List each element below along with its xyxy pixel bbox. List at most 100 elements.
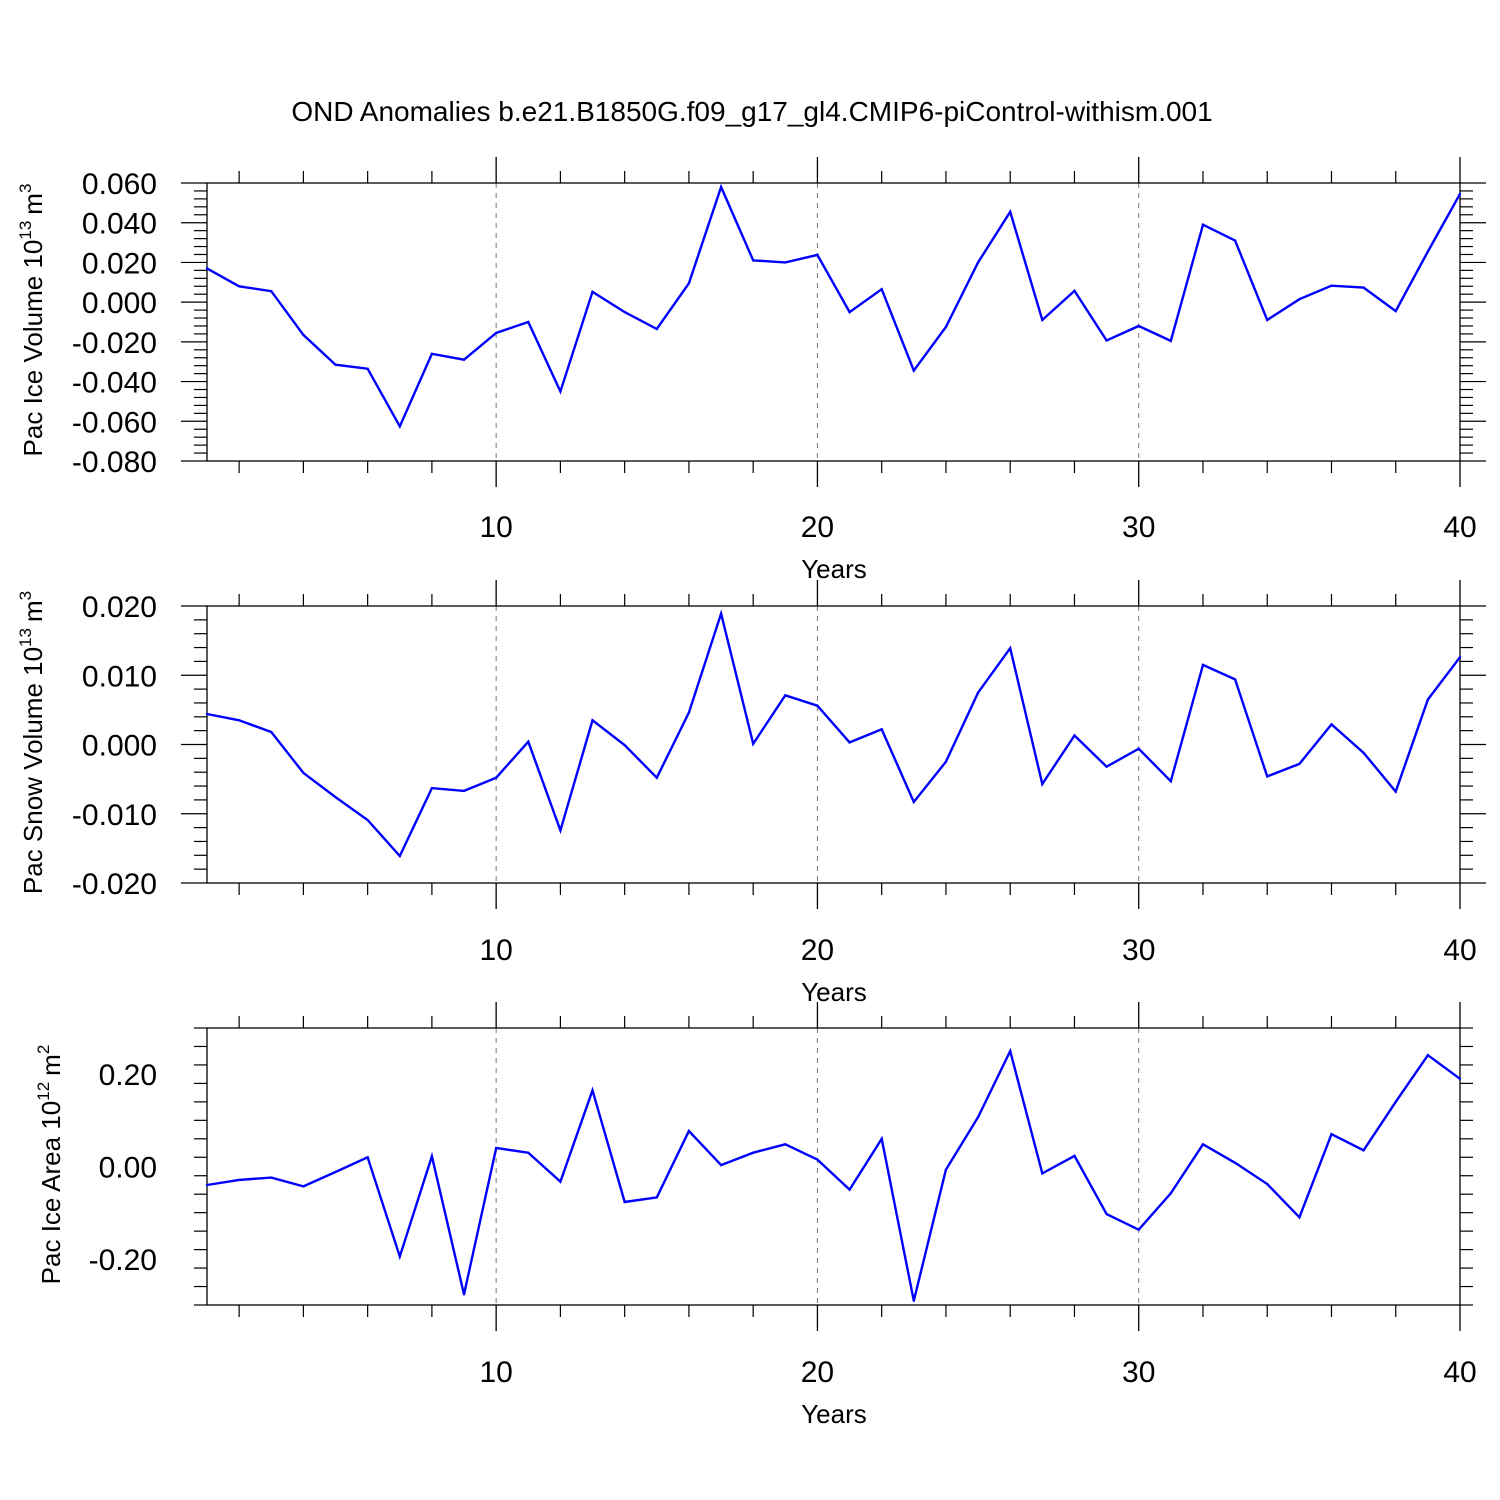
data-point <box>1137 1228 1140 1231</box>
y-tick-label: 0.060 <box>82 168 157 201</box>
data-point <box>784 694 787 697</box>
y-tick-label: -0.20 <box>89 1244 157 1277</box>
data-point <box>1266 775 1269 778</box>
plot-frame <box>206 605 1461 884</box>
chart-panels: 10 20 30 40 -0.080 -0.060 -0.040 -0.020 0.000 0.0… <box>16 157 1486 1429</box>
y-tick-label: -0.040 <box>72 367 157 400</box>
data-point <box>1298 1216 1301 1219</box>
data-point <box>623 1200 626 1204</box>
data-point <box>912 800 916 804</box>
x-axis-title: Years <box>801 1399 867 1429</box>
y-axis-title-unit-exponent: 3 <box>16 184 35 193</box>
data-point <box>687 1129 691 1133</box>
y-axis-title-exponent: 12 <box>34 1082 53 1101</box>
y-tick-label: -0.010 <box>72 799 157 832</box>
data-point <box>1362 1149 1365 1152</box>
y-tick-label: 0.20 <box>99 1059 157 1092</box>
data-point <box>816 253 819 257</box>
x-tick-label: 20 <box>801 934 834 967</box>
data-point <box>1105 765 1108 768</box>
data-point <box>1041 318 1044 322</box>
data-point <box>784 1143 787 1146</box>
data-point <box>1330 723 1333 726</box>
data-point <box>527 320 530 324</box>
y-axis-title-exponent: 13 <box>16 628 35 647</box>
data-point <box>655 1196 658 1199</box>
data-point <box>398 1255 401 1258</box>
data-point <box>1073 1154 1076 1158</box>
data-point <box>237 285 241 288</box>
series-line-1 <box>206 609 1461 859</box>
data-point <box>1426 698 1430 701</box>
data-point <box>462 789 466 793</box>
y-tick-label: 0.020 <box>82 591 157 624</box>
data-point <box>1105 1212 1108 1216</box>
data-point <box>205 1183 209 1187</box>
data-point <box>880 1137 883 1141</box>
data-point <box>1394 790 1397 793</box>
data-point <box>1009 647 1012 650</box>
data-point <box>334 1170 337 1174</box>
data-point <box>912 1299 916 1303</box>
data-point <box>816 1158 819 1161</box>
data-point <box>784 261 787 264</box>
x-tick-label: 30 <box>1122 1356 1155 1389</box>
data-point <box>366 1156 369 1159</box>
data-point <box>270 1176 273 1179</box>
data-point <box>1394 309 1397 313</box>
y-tick-label: 0.020 <box>82 247 157 280</box>
x-tick-label: 30 <box>1122 511 1155 544</box>
data-point <box>1266 318 1269 322</box>
y-tick-label: -0.020 <box>72 868 157 901</box>
y-tick-label: -0.020 <box>72 327 157 360</box>
data-point <box>880 288 883 291</box>
y-tick-label: -0.080 <box>72 446 157 479</box>
y-tick-label: -0.060 <box>72 406 157 439</box>
y-tick-label: 0.000 <box>82 287 157 320</box>
x-axis-title: Years <box>801 977 867 1007</box>
data-point <box>591 719 594 722</box>
y-axis-title-text: Pac Ice Area 10 <box>36 1101 66 1285</box>
data-point <box>1041 1172 1044 1175</box>
data-point <box>559 390 562 393</box>
data-point <box>1169 780 1173 783</box>
data-point <box>494 331 498 335</box>
data-point <box>848 1188 851 1191</box>
data-point <box>559 1180 562 1183</box>
data-point <box>1394 1100 1397 1104</box>
data-point <box>976 261 980 264</box>
y-tick-label: 0.000 <box>82 730 157 763</box>
data-point <box>751 259 755 262</box>
data-point <box>1266 1182 1269 1186</box>
y-axis-title-unit: m <box>36 1054 66 1076</box>
data-point <box>623 743 626 747</box>
series-line-1 <box>206 183 1462 429</box>
plot-frame <box>206 1027 1461 1306</box>
data-point <box>1169 339 1173 343</box>
data-point <box>430 352 434 355</box>
data-point <box>270 730 273 734</box>
y-axis-title-text: Pac Ice Volume 10 <box>18 240 48 457</box>
data-point <box>751 742 755 746</box>
data-point <box>848 741 851 744</box>
series-line-1 <box>206 1047 1461 1302</box>
data-point <box>494 1146 498 1150</box>
data-point <box>1298 762 1301 766</box>
y-axis-title-text: Pac Snow Volume 10 <box>18 647 48 894</box>
data-point <box>848 310 851 314</box>
data-point <box>1137 324 1140 328</box>
data-point <box>719 185 723 189</box>
panel-1: 10 20 30 40 -0.080 -0.060 -0.040 -0.020 0.000 0.0… <box>16 157 1486 584</box>
data-point <box>816 704 819 707</box>
data-point <box>462 1293 466 1296</box>
data-point <box>944 760 948 764</box>
data-point <box>719 612 723 615</box>
data-point <box>1073 734 1076 737</box>
data-point <box>687 282 691 285</box>
data-point <box>655 776 658 779</box>
data-point <box>527 1151 530 1154</box>
data-point <box>1233 1161 1237 1165</box>
data-point <box>205 712 209 716</box>
data-point <box>270 290 273 293</box>
data-point <box>1362 286 1365 289</box>
